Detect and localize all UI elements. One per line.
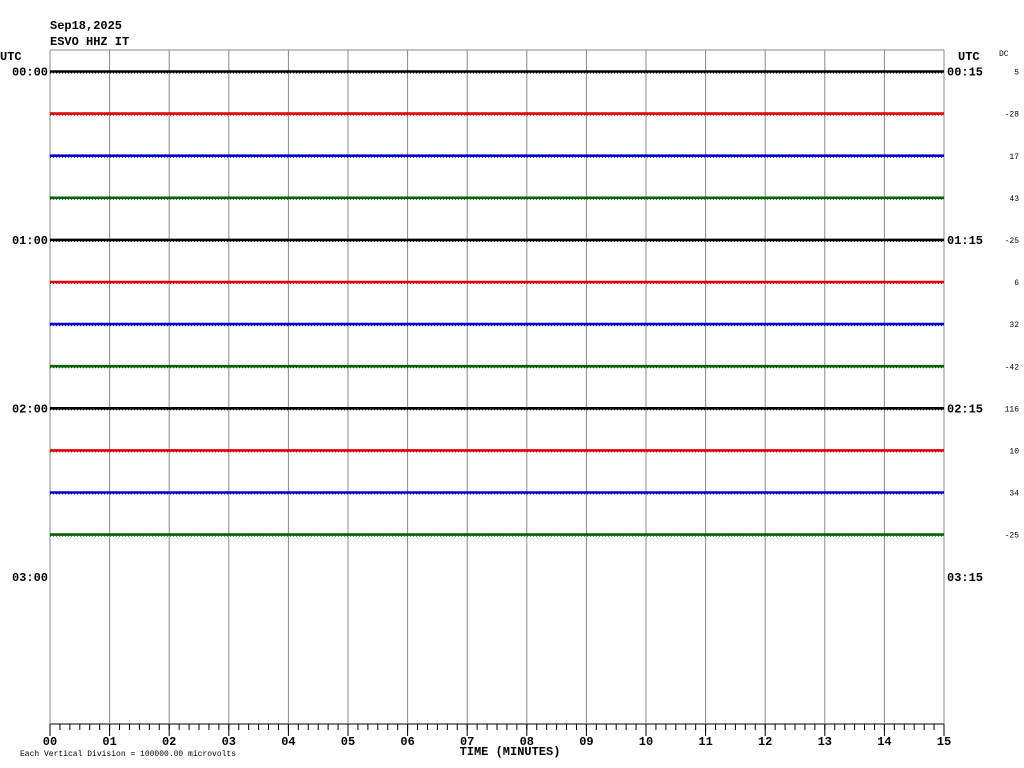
x-tick-label: 14 [877, 735, 891, 749]
dc-value: 17 [1009, 153, 1019, 162]
dc-value: -25 [1005, 532, 1020, 541]
left-time-label: 03:00 [12, 571, 48, 585]
right-axis-title: UTC [958, 50, 980, 64]
dc-value: 5 [1014, 69, 1019, 78]
dc-value: 34 [1009, 490, 1019, 499]
dc-value: 43 [1009, 195, 1019, 204]
left-time-label: 00:00 [12, 66, 48, 80]
x-axis-title: TIME (MINUTES) [460, 745, 561, 759]
x-tick-label: 05 [341, 735, 355, 749]
x-tick-label: 00 [43, 735, 57, 749]
dc-value: 32 [1009, 321, 1019, 330]
x-tick-label: 02 [162, 735, 176, 749]
x-tick-label: 03 [222, 735, 236, 749]
scale-note: Each Vertical Division = 100000.00 micro… [20, 750, 236, 759]
right-time-label: 00:15 [947, 66, 983, 80]
x-tick-label: 13 [818, 735, 832, 749]
right-time-label: 02:15 [947, 402, 983, 416]
x-tick-label: 10 [639, 735, 653, 749]
dc-title: DC [999, 50, 1009, 59]
x-tick-label: 01 [102, 735, 116, 749]
dc-value: 6 [1014, 279, 1019, 288]
dc-value: 10 [1009, 448, 1019, 457]
x-tick-label: 07 [460, 735, 474, 749]
station: ESVO HHZ IT [50, 35, 129, 49]
x-tick-label: 11 [698, 735, 712, 749]
dc-value: 116 [1005, 405, 1020, 414]
x-tick-label: 15 [937, 735, 951, 749]
dc-value: -42 [1005, 363, 1020, 372]
right-time-label: 01:15 [947, 234, 983, 248]
x-tick-label: 06 [400, 735, 414, 749]
x-tick-label: 09 [579, 735, 593, 749]
left-time-label: 01:00 [12, 234, 48, 248]
dc-value: -28 [1005, 111, 1020, 120]
dc-value: -25 [1005, 237, 1020, 246]
x-tick-label: 04 [281, 735, 295, 749]
left-time-label: 02:00 [12, 402, 48, 416]
x-tick-label: 12 [758, 735, 772, 749]
right-time-label: 03:15 [947, 571, 983, 585]
date: Sep18,2025 [50, 19, 122, 33]
left-axis-title: UTC [0, 50, 22, 64]
x-tick-label: 08 [520, 735, 534, 749]
